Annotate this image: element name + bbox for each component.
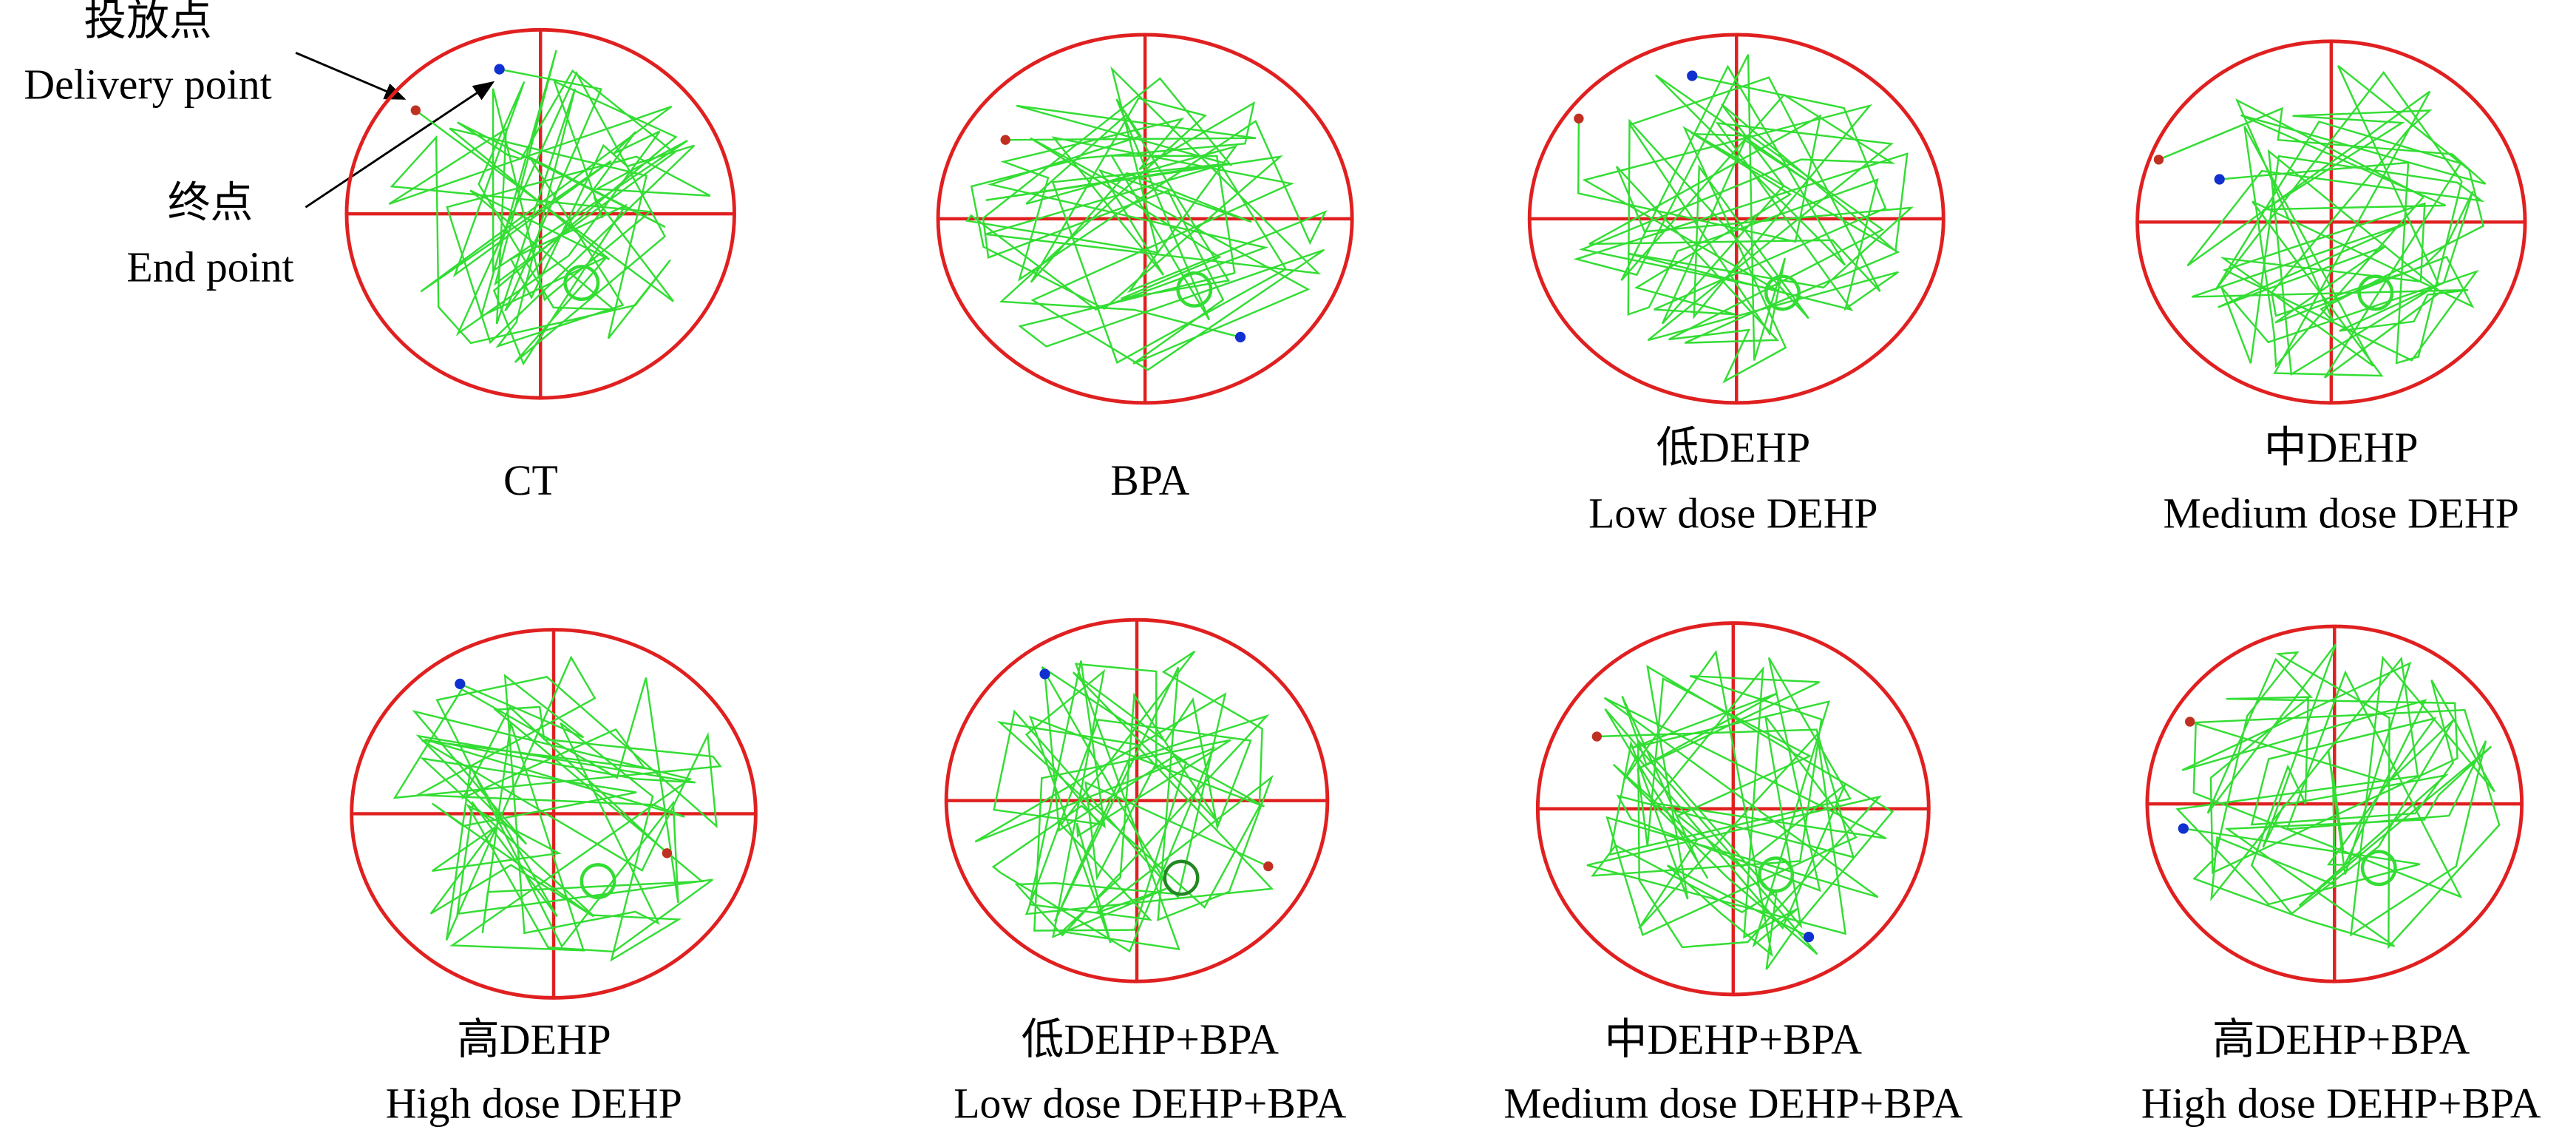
- panel-label-en: Low dose DEHP: [1588, 491, 1878, 538]
- panel-label-cn: 高DEHP+BPA: [2212, 1017, 2470, 1063]
- end-point: [1803, 932, 1815, 943]
- platform: [580, 863, 616, 900]
- panel-label-cn: 中DEHP+BPA: [1605, 1017, 1863, 1063]
- platform: [1176, 271, 1213, 308]
- swim-track: [1573, 54, 1914, 384]
- end-point: [494, 64, 505, 75]
- swim-track: [2158, 64, 2487, 379]
- annotation: 终点: [168, 180, 254, 227]
- panel-label-en: Low dose DEHP+BPA: [954, 1081, 1346, 1128]
- platform: [1758, 856, 1795, 893]
- swim-track: [2175, 643, 2501, 949]
- arrow: [305, 81, 495, 209]
- panel-label-cn: 中DEHP: [2264, 425, 2419, 472]
- end-point: [1039, 668, 1050, 680]
- delivery-point: [1574, 113, 1584, 123]
- delivery-point: [1000, 135, 1010, 145]
- panel-label-en: High dose DEHP: [386, 1081, 682, 1128]
- platform: [1764, 274, 1801, 311]
- swim-track: [392, 655, 722, 962]
- swim-track: [388, 50, 711, 366]
- panel-label-cn: 高DEHP: [457, 1017, 611, 1063]
- panel-label-cn: 低DEHP: [1656, 425, 1811, 472]
- panel-label: CT: [503, 458, 558, 504]
- delivery-point: [1591, 731, 1603, 742]
- platform: [563, 265, 600, 301]
- arrow: [295, 52, 407, 100]
- end-point: [1687, 70, 1698, 81]
- annotation: Delivery point: [24, 62, 271, 109]
- swim-track: [965, 66, 1328, 371]
- panel-label: BPA: [1110, 458, 1189, 504]
- delivery-point: [662, 848, 673, 859]
- panel-label-en: Medium dose DEHP: [2163, 491, 2518, 538]
- platform: [2360, 850, 2397, 887]
- end-point: [2178, 823, 2189, 834]
- end-point: [455, 678, 466, 689]
- swim-track: [1586, 649, 1894, 970]
- platform: [2357, 274, 2394, 311]
- swim-track: [974, 650, 1274, 953]
- panel-label-cn: 低DEHP+BPA: [1022, 1017, 1279, 1063]
- delivery-point: [2153, 155, 2164, 165]
- end-point: [1234, 331, 1246, 343]
- panel-label-en: Medium dose DEHP+BPA: [1503, 1081, 1962, 1128]
- annotation: 投放点: [84, 0, 211, 44]
- end-point: [2214, 174, 2225, 185]
- delivery-point: [2185, 717, 2195, 727]
- delivery-point: [1263, 861, 1274, 872]
- panel-label-en: High dose DEHP+BPA: [2141, 1081, 2541, 1128]
- annotation: End point: [126, 244, 293, 291]
- platform: [1163, 859, 1200, 896]
- delivery-point: [410, 105, 421, 115]
